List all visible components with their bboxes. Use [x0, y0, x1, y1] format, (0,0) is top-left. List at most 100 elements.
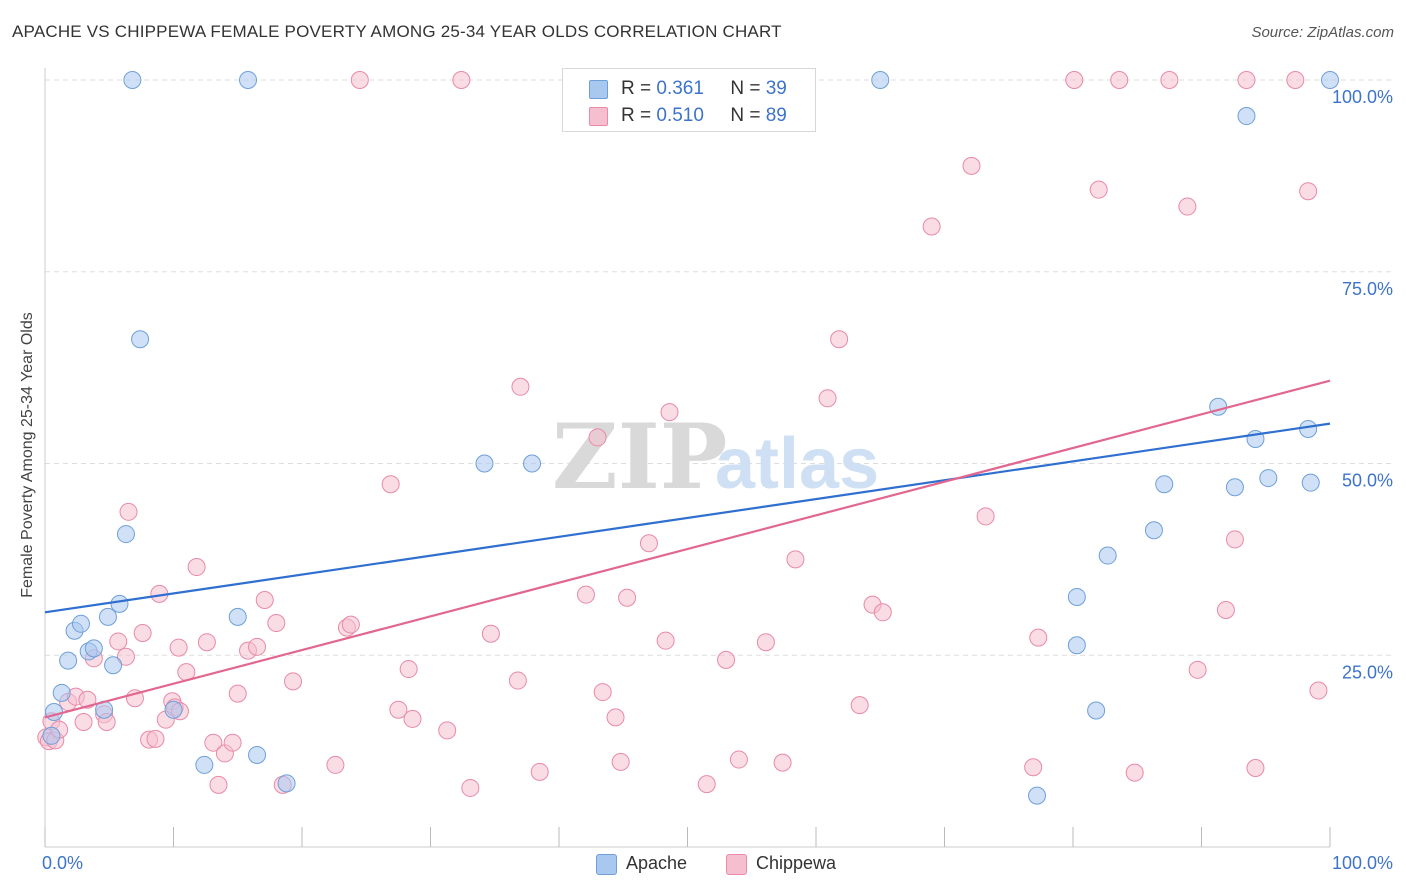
chippewa-point: [873, 603, 892, 622]
chippewa-point: [438, 721, 457, 740]
watermark-zip: ZIP: [552, 404, 727, 510]
apache-trend-line: [44, 422, 1331, 614]
chippewa-point: [399, 660, 418, 679]
trend-lines: [44, 379, 1331, 719]
chippewa-point: [403, 709, 422, 728]
chippewa-point: [976, 507, 995, 526]
chippewa-point: [223, 733, 242, 752]
chippewa-point: [109, 632, 128, 651]
apache-point: [1259, 469, 1278, 488]
legend-apache-text: R = 0.361 N = 39: [621, 78, 787, 100]
chippewa-point: [284, 672, 303, 691]
apache-point: [1067, 636, 1086, 655]
chippewa-point: [576, 585, 595, 604]
chippewa-points: [37, 71, 1328, 797]
chippewa-point: [729, 750, 748, 769]
apache-point: [116, 525, 135, 544]
chippewa-point: [593, 683, 612, 702]
chippewa-point: [1110, 71, 1129, 89]
chart-title: APACHE VS CHIPPEWA FEMALE POVERTY AMONG …: [12, 22, 782, 41]
y-tick-label: 75.0%: [1342, 279, 1393, 299]
chippewa-point: [1029, 628, 1048, 647]
chippewa-point: [756, 633, 775, 652]
chippewa-point: [341, 615, 360, 634]
chippewa-point: [818, 389, 837, 408]
chippewa-point: [717, 650, 736, 669]
legend-apache-r-value: 0.361: [656, 78, 704, 99]
chippewa-point: [1089, 180, 1108, 199]
chippewa-point: [1160, 71, 1179, 89]
apache-point: [1237, 107, 1256, 126]
chippewa-point: [1237, 71, 1256, 89]
chippewa-point: [1309, 681, 1328, 700]
apache-point: [1144, 521, 1163, 540]
legend-chippewa-n-value: 89: [765, 105, 787, 126]
apache-point: [1087, 701, 1106, 720]
y-tick-label: 25.0%: [1342, 662, 1393, 682]
legend-chippewa-text: R = 0.510 N = 89: [621, 105, 787, 127]
apache-point: [871, 71, 890, 89]
chippewa-point: [1188, 660, 1207, 679]
legend-apache-n-value: 39: [765, 78, 787, 99]
chippewa-point: [452, 71, 471, 89]
chippewa-point: [116, 647, 135, 666]
legend-chippewa-r-label: R =: [621, 105, 652, 126]
chippewa-point: [197, 633, 216, 652]
chippewa-point: [697, 775, 716, 794]
legend-apache-n-label: N =: [730, 78, 761, 99]
chippewa-point: [1125, 763, 1144, 782]
chippewa-point: [618, 588, 637, 607]
tick-labels: 25.0% 50.0% 75.0% 100.0% 0.0% 100.0%: [42, 87, 1393, 873]
chippewa-point: [187, 558, 206, 577]
apache-point: [1225, 478, 1244, 497]
chippewa-point: [1216, 600, 1235, 619]
chippewa-point: [146, 729, 165, 748]
source-label: Source: ZipAtlas.com: [1251, 24, 1394, 41]
apache-point: [195, 755, 214, 774]
apache-point: [523, 454, 542, 473]
chippewa-point: [1178, 197, 1197, 216]
apache-point: [228, 607, 247, 626]
chippewa-point: [255, 591, 274, 610]
chippewa-point: [119, 502, 138, 521]
chippewa-point: [481, 624, 500, 643]
apache-point: [42, 726, 61, 745]
correlation-legend: R = 0.361 N = 39 R = 0.510 N = 89: [562, 68, 816, 132]
apache-point: [44, 703, 63, 722]
x-tick-label: 100.0%: [1332, 853, 1393, 873]
chippewa-point: [326, 755, 345, 774]
chippewa-point: [830, 330, 849, 349]
chippewa-point: [660, 403, 679, 422]
apache-legend-swatch: [596, 854, 617, 875]
apache-point: [84, 639, 103, 658]
chippewa-point: [350, 71, 369, 89]
chippewa-point: [1286, 71, 1305, 89]
apache-point: [1028, 786, 1047, 805]
legend-chippewa-n-label: N =: [730, 105, 761, 126]
legend-apache-r-label: R =: [621, 78, 652, 99]
legend-chippewa-r-value: 0.510: [656, 105, 704, 126]
chippewa-point: [381, 475, 400, 494]
chippewa-point: [133, 624, 152, 643]
apache-point: [1321, 71, 1339, 89]
chippewa-point: [962, 156, 981, 175]
apache-point: [164, 700, 183, 719]
y-tick-label: 100.0%: [1332, 87, 1393, 107]
apache-point: [110, 594, 129, 613]
chippewa-point: [461, 778, 480, 797]
apache-point: [131, 330, 150, 349]
apache-legend-label: Apache: [626, 853, 688, 873]
chippewa-point: [1246, 758, 1265, 777]
apache-point: [277, 774, 296, 793]
apache-swatch: [589, 80, 608, 99]
chippewa-point: [1024, 758, 1043, 777]
chippewa-point: [74, 712, 93, 731]
chippewa-point: [922, 217, 941, 236]
apache-point: [59, 651, 78, 670]
chippewa-swatch: [589, 107, 608, 126]
apache-point: [123, 71, 142, 89]
chippewa-point: [228, 684, 247, 703]
chippewa-point: [1065, 71, 1084, 89]
chippewa-point: [639, 534, 658, 553]
chippewa-point: [530, 762, 549, 781]
